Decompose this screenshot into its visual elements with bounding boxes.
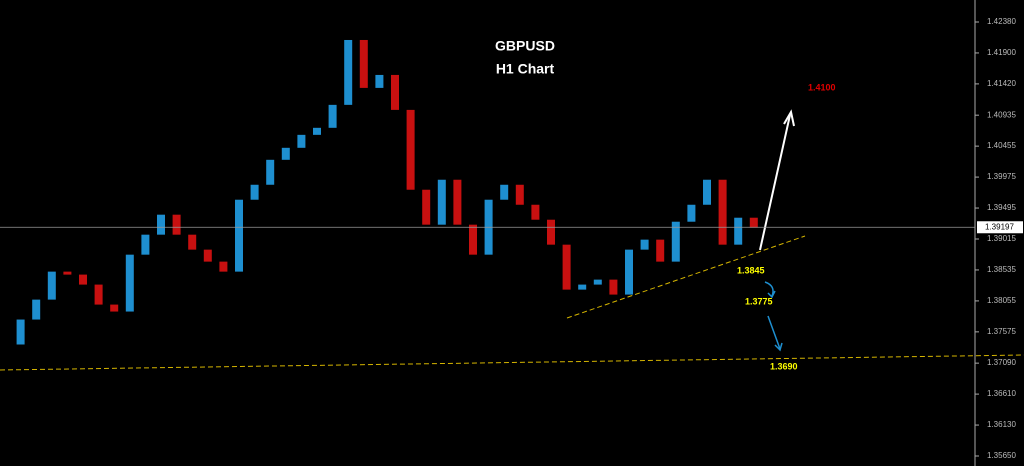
trend-line — [566, 235, 806, 319]
candle — [16, 319, 25, 345]
candle — [79, 274, 87, 285]
candle — [375, 74, 384, 88]
y-tick-label: 1.38535 — [987, 265, 1016, 274]
candle — [515, 184, 524, 205]
y-tick-label: 1.40935 — [987, 110, 1016, 119]
candle — [235, 199, 243, 272]
candle — [547, 219, 555, 245]
candle — [359, 39, 368, 88]
y-tick-label: 1.36610 — [987, 389, 1016, 398]
candle — [578, 284, 587, 290]
candle — [625, 249, 633, 295]
y-tick-label: 1.37090 — [987, 358, 1016, 367]
candle — [531, 204, 540, 220]
current-price-label: 1.39197 — [985, 222, 1014, 231]
level-label: 1.3845 — [737, 265, 765, 275]
candle — [63, 271, 72, 275]
y-tick-label: 1.41900 — [987, 48, 1016, 57]
support-line — [0, 354, 1024, 371]
y-tick-label: 1.37575 — [987, 327, 1016, 336]
candle — [671, 221, 680, 262]
candle — [703, 179, 711, 205]
chart-subtitle: H1 Chart — [496, 61, 555, 77]
y-tick-label: 1.41420 — [987, 79, 1016, 88]
candle — [188, 234, 197, 250]
candle — [297, 134, 306, 148]
candle — [749, 217, 758, 228]
candle — [47, 271, 56, 300]
chart-title: GBPUSD — [495, 38, 555, 54]
candle — [391, 74, 399, 110]
candle — [500, 184, 509, 200]
level-label: 1.3775 — [745, 296, 773, 306]
y-tick-label: 1.38055 — [987, 296, 1016, 305]
candle — [32, 299, 41, 320]
candle — [219, 261, 228, 272]
y-tick-label: 1.40455 — [987, 141, 1016, 150]
y-tick-label: 1.39495 — [987, 203, 1016, 212]
y-tick-label: 1.42380 — [987, 17, 1016, 26]
down-arrow — [767, 315, 783, 352]
candle — [718, 179, 727, 245]
candle — [172, 214, 181, 235]
candle — [266, 159, 275, 185]
candle — [453, 179, 462, 225]
up-arrow-head — [783, 109, 795, 127]
y-tick-label: 1.35650 — [987, 451, 1016, 460]
down-arrow — [764, 281, 776, 299]
candle — [593, 279, 602, 285]
candle — [469, 224, 477, 255]
candle — [328, 104, 337, 128]
candle — [94, 284, 103, 305]
level-label: 1.3690 — [770, 361, 798, 371]
candle — [250, 184, 259, 200]
candle — [406, 109, 415, 190]
candle — [125, 254, 134, 312]
candle — [562, 244, 571, 290]
candle — [609, 279, 618, 295]
candle — [734, 217, 743, 245]
y-tick-label: 1.39015 — [987, 234, 1016, 243]
target-label: 1.4100 — [808, 82, 836, 92]
candle — [687, 204, 696, 222]
candle — [281, 147, 290, 160]
candle — [640, 239, 649, 250]
candle — [157, 214, 165, 235]
y-tick-label: 1.39975 — [987, 172, 1016, 181]
candle — [437, 179, 446, 225]
candle — [313, 127, 321, 135]
candle — [203, 249, 212, 262]
y-tick-label: 1.36130 — [987, 420, 1016, 429]
candle — [344, 39, 353, 105]
candle — [141, 234, 150, 255]
current-price-box — [977, 221, 1023, 234]
candle — [110, 304, 119, 312]
candle — [422, 189, 431, 225]
candle — [656, 239, 665, 262]
